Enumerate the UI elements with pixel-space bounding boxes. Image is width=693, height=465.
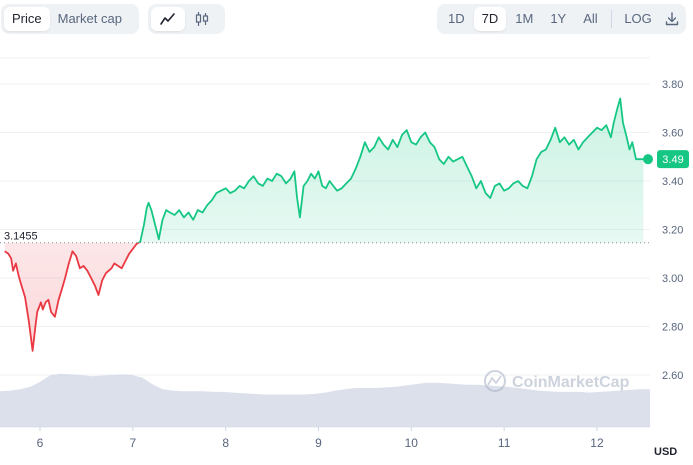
y-tick-label: 2.80 [662, 322, 683, 334]
market-cap-tab[interactable]: Market cap [57, 11, 122, 26]
range-1d-button[interactable]: 1D [448, 11, 465, 26]
x-tick-label: 7 [129, 436, 136, 450]
line-chart-icon[interactable] [151, 7, 185, 31]
y-tick-label: 3.00 [662, 273, 683, 285]
candlestick-icon[interactable] [185, 7, 219, 31]
range-all-button[interactable]: All [583, 11, 598, 26]
y-tick-label: 3.40 [662, 176, 683, 188]
price-tab[interactable]: Price [4, 7, 50, 31]
download-icon[interactable] [661, 7, 683, 31]
price-line-below [4, 242, 141, 352]
y-tick-label: 3.60 [662, 128, 683, 140]
range-7d-button[interactable]: 7D [473, 7, 507, 31]
range-1m-button[interactable]: 1M [515, 11, 534, 26]
x-axis: 6 7 8 9 10 11 12 [37, 427, 604, 450]
chart-toolbar: Price Market cap 1D 7D 1M 1Y All LOG [0, 0, 693, 40]
current-price-tag [657, 150, 689, 169]
y-axis: 2.60 2.80 3.00 3.20 3.40 3.60 3.80 [662, 79, 683, 382]
watermark: CoinMarketCap [484, 370, 630, 392]
watermark-text: CoinMarketCap [512, 374, 630, 391]
y-tick-label: 3.80 [662, 79, 683, 91]
range-toggle: 1D 7D 1M 1Y All LOG [437, 4, 686, 34]
currency-label: USD [654, 446, 677, 458]
y-tick-label: 2.60 [662, 370, 683, 382]
x-tick-label: 6 [37, 436, 44, 450]
price-area-below [4, 242, 139, 351]
range-1y-button[interactable]: 1Y [550, 11, 567, 26]
current-price-dot [643, 154, 653, 165]
reference-price-label: 3.1455 [4, 231, 38, 243]
x-tick-label: 8 [222, 436, 229, 450]
y-tick-label: 3.20 [662, 225, 683, 237]
price-line-above [136, 97, 644, 243]
x-tick-label: 12 [590, 436, 604, 450]
x-tick-label: 10 [405, 436, 419, 450]
toolbar-divider [610, 10, 612, 28]
metric-toggle: Price Market cap [1, 4, 139, 34]
current-price-label: 3.49 [662, 154, 683, 166]
price-area-above [4, 98, 644, 243]
x-tick-label: 11 [498, 436, 511, 450]
x-tick-label: 9 [315, 436, 322, 450]
log-scale-button[interactable]: LOG [624, 11, 652, 26]
chart-type-toggle [148, 4, 225, 34]
